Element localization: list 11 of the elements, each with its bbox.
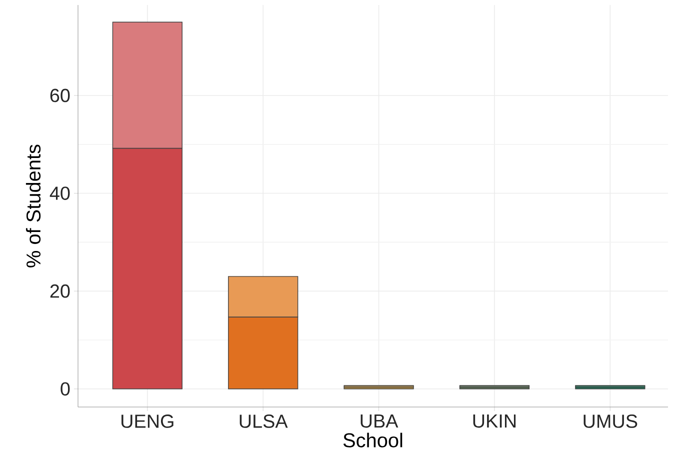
y-tick-label: 0	[60, 382, 70, 396]
x-tick-label: ULSA	[240, 414, 288, 428]
y-tick-label: 40	[50, 186, 70, 200]
y-tick-label: 20	[50, 284, 70, 298]
y-axis-title: % of Students	[26, 144, 41, 268]
x-tick-label: UKIN	[473, 414, 516, 428]
x-tick-label: UENG	[122, 414, 174, 428]
y-tick-label: 60	[50, 88, 70, 102]
x-tick-label: UMUS	[584, 414, 638, 428]
x-axis-title: School	[343, 432, 402, 448]
x-tick-label: UBA	[360, 414, 398, 428]
